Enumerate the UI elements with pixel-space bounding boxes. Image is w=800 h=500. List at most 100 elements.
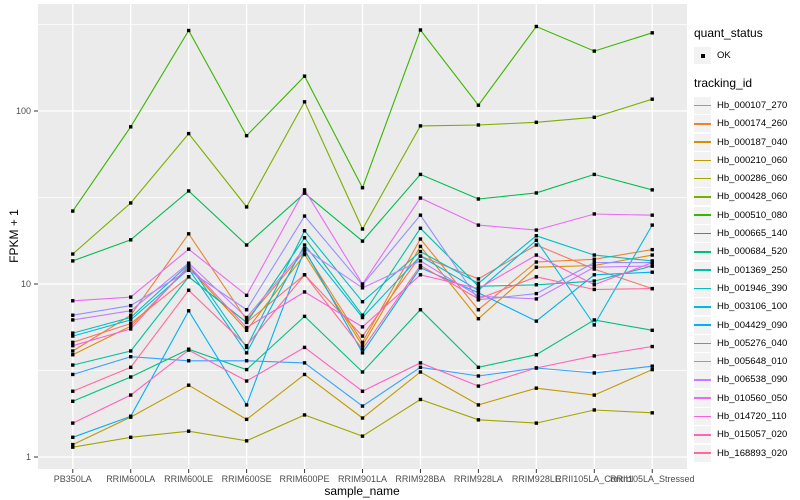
line-key-icon — [694, 151, 711, 169]
data-point — [129, 125, 133, 129]
legend-item-label: Hb_000684_520 — [717, 246, 788, 258]
data-point — [418, 273, 423, 277]
data-point — [418, 254, 423, 258]
line-key-icon — [694, 408, 711, 426]
data-point — [592, 253, 596, 257]
data-point — [592, 260, 596, 265]
data-point — [592, 323, 596, 327]
data-point — [476, 384, 481, 388]
legend-item-label: OK — [717, 50, 731, 61]
data-point — [302, 100, 307, 104]
data-point — [650, 364, 654, 368]
data-point — [360, 227, 365, 231]
data-point — [302, 372, 307, 377]
data-point — [476, 403, 481, 407]
data-point — [418, 28, 423, 32]
data-point — [418, 124, 423, 128]
line-key-icon — [694, 316, 711, 334]
data-point — [186, 131, 191, 136]
legend-item-label: Hb_014720_110 — [717, 411, 787, 423]
data-point — [360, 434, 365, 438]
x-tick-label: RRIM600LA — [106, 474, 155, 484]
data-point — [418, 263, 423, 268]
data-point — [302, 236, 307, 240]
data-point — [71, 445, 75, 449]
data-point — [129, 238, 133, 242]
x-tick-label: RRIM600PE — [280, 474, 330, 484]
legend-item-label: Hb_000665_140 — [717, 228, 788, 240]
data-point — [418, 249, 423, 254]
data-point — [302, 243, 307, 247]
data-point — [129, 365, 133, 369]
legend-item-label: Hb_015057_020 — [717, 429, 788, 441]
data-point — [534, 283, 539, 287]
data-point — [129, 327, 133, 331]
data-point — [71, 313, 75, 317]
data-point — [476, 374, 481, 378]
data-point — [418, 259, 423, 263]
data-point — [360, 347, 365, 351]
data-point — [360, 186, 365, 190]
data-point — [534, 291, 539, 296]
legend-item-Hb_004429_090: Hb_004429_090 — [694, 316, 800, 334]
data-point — [476, 223, 481, 227]
data-point — [129, 354, 133, 359]
x-axis-title: sample_name — [324, 484, 400, 498]
legend-item-label: Hb_000428_060 — [717, 191, 788, 203]
y-tick-label: 1 — [26, 452, 31, 462]
data-point — [129, 393, 133, 397]
legend-item-Hb_014720_110: Hb_014720_110 — [694, 408, 800, 426]
data-point — [129, 313, 133, 317]
data-point — [360, 286, 365, 290]
data-point — [186, 383, 191, 387]
legend-item-Hb_000684_520: Hb_000684_520 — [694, 243, 800, 261]
data-point — [71, 340, 75, 345]
data-point — [592, 273, 596, 277]
data-point — [71, 331, 75, 335]
data-point — [302, 191, 307, 195]
legend-item-label: Hb_005648_010 — [717, 356, 788, 368]
line-key-icon — [694, 261, 711, 279]
data-point — [186, 261, 191, 265]
line-key-icon — [694, 298, 711, 316]
data-point — [650, 247, 654, 252]
data-point — [418, 172, 423, 177]
data-point — [534, 228, 539, 232]
legend-item-label: Hb_001946_390 — [717, 282, 788, 294]
legend-item-label: Hb_004429_090 — [717, 319, 788, 331]
data-point — [592, 172, 596, 177]
data-point — [592, 115, 596, 119]
x-tick-label: RRIM901LA — [338, 474, 387, 484]
data-point — [71, 399, 75, 403]
legend-item-label: Hb_001369_250 — [717, 264, 788, 276]
data-point — [302, 273, 307, 277]
data-point — [302, 290, 307, 294]
data-point — [244, 343, 249, 348]
data-point — [534, 253, 539, 257]
data-point — [592, 263, 596, 268]
data-point — [71, 421, 75, 425]
data-point — [418, 213, 423, 217]
line-key-icon — [694, 133, 711, 151]
line-key-icon — [694, 243, 711, 261]
data-point — [650, 97, 654, 101]
legend-item-label: Hb_000286_060 — [717, 173, 788, 185]
legend-title-tracking-id: tracking_id — [694, 76, 753, 90]
data-point — [650, 411, 654, 415]
line-key-icon — [694, 206, 711, 224]
legend-item-Hb_000210_060: Hb_000210_060 — [694, 151, 800, 169]
point-key-icon — [694, 47, 711, 64]
data-point — [186, 348, 191, 352]
data-point — [129, 201, 133, 205]
data-point — [534, 366, 539, 370]
data-point — [244, 359, 249, 363]
data-point — [129, 315, 133, 320]
data-point — [592, 267, 596, 271]
data-point — [244, 243, 249, 247]
legend-item-ok: OK — [694, 47, 800, 64]
data-point — [186, 359, 191, 363]
data-point — [418, 266, 423, 270]
data-point — [186, 232, 191, 236]
data-point — [360, 325, 365, 329]
data-point — [418, 226, 423, 230]
